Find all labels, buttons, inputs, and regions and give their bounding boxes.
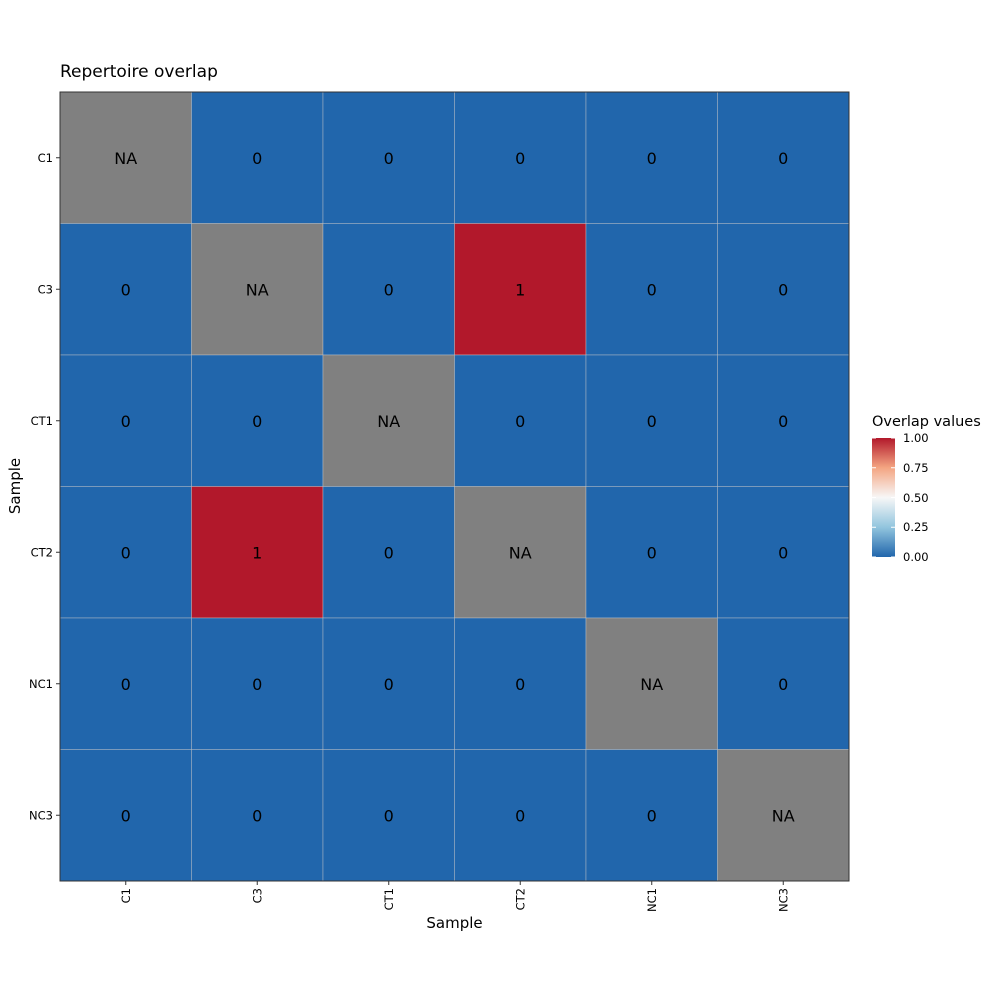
y-axis-title: Sample: [6, 457, 24, 515]
heatmap-cell: [191, 617, 324, 750]
legend-tick-marks: [872, 437, 895, 558]
cell-value-label: NA: [377, 412, 400, 431]
legend-tick-label: 0.75: [903, 460, 929, 475]
legend-tick-label: 0.50: [903, 490, 929, 505]
legend-colorbar: [872, 438, 895, 557]
y-tick-label: C1: [38, 151, 53, 165]
cell-value-label: 0: [384, 149, 394, 168]
heatmap-cells: [59, 91, 850, 882]
heatmap-cell: [585, 223, 718, 356]
x-tick-label: CT1: [382, 888, 396, 910]
cell-value-label: 1: [515, 280, 525, 299]
heatmap-cell: [59, 223, 192, 356]
cell-value-label: 0: [647, 412, 657, 431]
cell-value-label: 0: [384, 543, 394, 562]
heatmap-cell: [59, 354, 192, 487]
cell-value-label: NA: [509, 543, 532, 562]
cell-value-label: 0: [384, 280, 394, 299]
cell-value-label: NA: [640, 675, 663, 694]
heatmap-cell: [717, 354, 850, 487]
chart-title: Repertoire overlap: [60, 62, 218, 82]
heatmap-cell: [454, 91, 587, 224]
heatmap-cell: [454, 749, 587, 882]
heatmap-cell: [717, 486, 850, 619]
heatmap-cell: [59, 486, 192, 619]
legend-tick-label: 0.00: [903, 550, 929, 564]
cell-value-label: NA: [772, 806, 795, 825]
x-tick-label: CT2: [513, 888, 527, 910]
heatmap-cell: [191, 486, 324, 619]
cell-value-label: 0: [515, 675, 525, 694]
cell-value-label: 0: [647, 149, 657, 168]
cell-value-label: 0: [778, 543, 788, 562]
cell-value-label: 0: [252, 675, 262, 694]
legend-title: Overlap values: [872, 414, 981, 430]
cell-value-label: NA: [114, 149, 137, 168]
heatmap-cell: [322, 749, 455, 882]
cell-value-label: 0: [778, 280, 788, 299]
cell-value-label: NA: [246, 280, 269, 299]
cell-value-label: 0: [121, 675, 131, 694]
cell-value-label: 0: [647, 806, 657, 825]
heatmap-cell: [59, 617, 192, 750]
heatmap-cell: [322, 223, 455, 356]
x-tick-label: C1: [119, 888, 133, 903]
heatmap-cell: [322, 354, 455, 487]
cell-value-label: 0: [647, 280, 657, 299]
cell-value-label: 0: [778, 149, 788, 168]
cell-value-label: 0: [778, 412, 788, 431]
cell-value-label: 0: [121, 543, 131, 562]
heatmap-cell: [191, 354, 324, 487]
cell-value-label: 0: [252, 412, 262, 431]
x-axis-title: Sample: [426, 914, 483, 932]
heatmap-cell: [454, 486, 587, 619]
x-tick-label: C3: [250, 888, 264, 903]
cell-value-label: 0: [252, 806, 262, 825]
x-tick-label: NC1: [645, 888, 659, 912]
heatmap-cell: [585, 486, 718, 619]
y-tick-label: NC1: [29, 677, 53, 691]
heatmap-cell: [322, 617, 455, 750]
heatmap-cell: [59, 749, 192, 882]
y-tick-label: CT1: [31, 414, 53, 428]
heatmap-cell: [717, 91, 850, 224]
cell-value-label: 1: [252, 543, 262, 562]
heatmap-cell: [454, 617, 587, 750]
y-tick-label: CT2: [31, 545, 53, 559]
cell-value-label: 0: [515, 412, 525, 431]
cell-value-label: 0: [252, 149, 262, 168]
cell-value-label: 0: [515, 149, 525, 168]
cell-value-label: 0: [647, 543, 657, 562]
cell-value-label: 0: [121, 412, 131, 431]
x-tick-label: NC3: [776, 888, 790, 912]
legend-tick-label: 0.25: [903, 520, 929, 535]
legend-tick-label: 1.00: [903, 431, 929, 445]
heatmap-cell: [717, 749, 850, 882]
heatmap-cell: [191, 223, 324, 356]
y-tick-label: NC3: [29, 808, 53, 822]
heatmap-cell: [585, 749, 718, 882]
cell-value-label: 0: [121, 806, 131, 825]
cell-value-label: 0: [778, 675, 788, 694]
cell-labels: NA 0 0 0 0 0 0 NA 0 1 0 0 0 0 NA 0 0 0 0 1 0 NA 0 0 0 0 0 0 NA 0 0 0 0 0 0…: [114, 149, 794, 826]
plot-border: [59, 91, 850, 882]
heatmap-cell: [585, 617, 718, 750]
heatmap-cell: [322, 486, 455, 619]
heatmap-cell: [191, 91, 324, 224]
heatmap-cell: [717, 223, 850, 356]
cell-value-label: 0: [384, 675, 394, 694]
axes: C1 C3 CT1 CT2 NC1 NC3 C1 C3 CT1 CT2 NC1 NC3: [29, 151, 790, 912]
heatmap-cell: [191, 749, 324, 882]
cell-value-label: 0: [384, 806, 394, 825]
heatmap-cell: [717, 617, 850, 750]
cell-value-label: 0: [121, 280, 131, 299]
cell-value-label: 0: [515, 806, 525, 825]
y-tick-label: C3: [38, 282, 53, 296]
